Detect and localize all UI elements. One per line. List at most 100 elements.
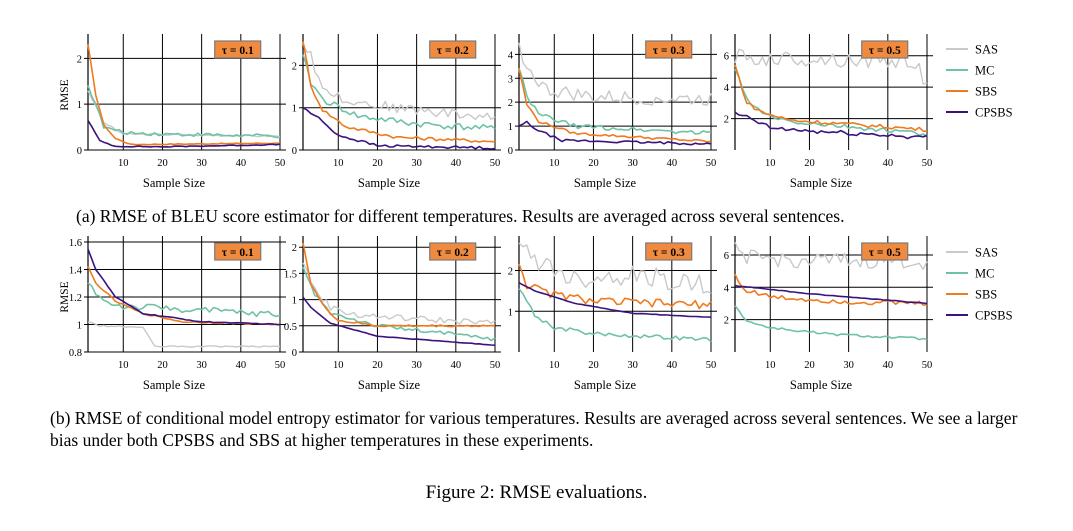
series-line-sbs: [87, 265, 281, 326]
caption-a: (a) RMSE of BLEU score estimator for dif…: [76, 205, 845, 227]
tau-tag: τ = 0.2: [429, 40, 477, 59]
series-line-mc: [734, 305, 928, 341]
series-line-mc: [518, 68, 712, 135]
caption-a-prefix: (a) RMSE of: [76, 206, 171, 226]
legend-label-sbs: SBS: [975, 288, 997, 302]
x-tick-label: 30: [843, 158, 854, 169]
x-axis-label: Sample Size: [358, 378, 421, 392]
x-tick-label: 50: [922, 360, 933, 371]
y-tick-label: 6: [724, 52, 729, 63]
series-line-sbs: [302, 242, 495, 328]
tau-tag: τ = 0.1: [214, 242, 262, 261]
y-tick-label: 1: [508, 307, 513, 318]
x-tick-label: 50: [706, 360, 717, 371]
y-tick-label: 1: [77, 100, 82, 111]
y-axis-label: RMSE: [59, 79, 71, 110]
x-tick-label: 10: [118, 158, 129, 169]
series-line-sbs: [302, 41, 496, 143]
x-axis-label: Sample Size: [358, 176, 421, 190]
x-axis-label: Sample Size: [143, 176, 206, 190]
series-line-cpsbs: [734, 111, 928, 140]
series-line-mc: [518, 288, 712, 343]
x-tick-label: 50: [275, 360, 286, 371]
tau-tag: τ = 0.3: [645, 40, 693, 59]
y-tick-label: 1.4: [69, 266, 83, 277]
x-tick-label: 20: [804, 360, 815, 371]
series-line-cpsbs: [87, 120, 281, 148]
series-line-mc: [302, 266, 496, 342]
x-tick-label: 20: [372, 360, 383, 371]
tau-tag: τ = 0.5: [861, 40, 909, 59]
tau-label: τ = 0.5: [869, 247, 901, 259]
x-tick-label: 20: [588, 158, 599, 169]
x-tick-label: 20: [157, 360, 168, 371]
caption-a-suffix: score estimator for different temperatur…: [218, 206, 845, 226]
tau-label: τ = 0.3: [653, 247, 685, 259]
x-tick-label: 40: [451, 360, 462, 371]
y-tick-label: 4: [508, 50, 514, 61]
chart-a-1: 10 20 30 40 50 0 1 2 τ = 0.1 Sample Size RMSE: [59, 34, 286, 190]
x-tick-label: 50: [922, 158, 933, 169]
x-tick-label: 30: [843, 360, 854, 371]
legend-b: SAS MC SBS CPSBS: [946, 246, 1013, 323]
x-tick-label: 20: [372, 158, 383, 169]
x-tick-label: 10: [765, 158, 776, 169]
series-line-cpsbs: [518, 282, 712, 318]
y-tick-label: 1.6: [69, 238, 82, 249]
y-tick-label: 2: [292, 243, 297, 254]
x-tick-label: 30: [627, 360, 638, 371]
series-line-mc: [302, 54, 496, 131]
x-tick-label: 40: [883, 158, 894, 169]
legend-a: SAS MC SBS CPSBS: [946, 43, 1013, 120]
x-tick-label: 50: [490, 158, 501, 169]
x-tick-label: 30: [196, 158, 207, 169]
y-tick-label: 6: [724, 251, 729, 262]
y-tick-label: 1: [292, 104, 297, 115]
y-tick-label: 2: [724, 115, 729, 126]
y-tick-label: 0.5: [284, 322, 297, 333]
y-tick-label: 1: [77, 321, 82, 332]
x-tick-label: 30: [411, 360, 422, 371]
chart-a-4: 10 20 30 40 50 2 4 6 τ = 0.5 Sample Size: [724, 34, 933, 190]
x-tick-label: 20: [804, 158, 815, 169]
x-axis-label: Sample Size: [574, 176, 637, 190]
y-tick-label: 2: [724, 316, 729, 327]
x-tick-label: 30: [627, 158, 638, 169]
x-tick-label: 50: [706, 158, 717, 169]
tau-label: τ = 0.1: [222, 45, 254, 57]
y-tick-label: 0.8: [69, 348, 82, 359]
series-line-mc: [734, 68, 928, 137]
y-axis-label: RMSE: [59, 281, 71, 312]
series-line-sbs: [87, 44, 281, 146]
x-tick-label: 40: [236, 158, 247, 169]
x-tick-label: 10: [118, 360, 129, 371]
x-tick-label: 10: [333, 360, 344, 371]
figure-caption: Figure 2: RMSE evaluations.: [425, 482, 648, 503]
x-tick-label: 40: [667, 158, 678, 169]
legend-label-sas: SAS: [975, 43, 998, 57]
legend-label-cpsbs: CPSBS: [975, 106, 1013, 120]
x-tick-label: 50: [490, 360, 501, 371]
x-tick-label: 40: [236, 360, 247, 371]
legend-label-sas: SAS: [975, 246, 998, 260]
legend-label-mc: MC: [975, 64, 994, 78]
tau-label: τ = 0.3: [653, 45, 685, 57]
x-tick-label: 10: [549, 360, 560, 371]
tau-label: τ = 0.1: [222, 247, 254, 259]
chart-b-3: 10 20 30 40 50 1 2 τ = 0.3 Sample Size: [508, 236, 717, 392]
legend-label-mc: MC: [975, 267, 994, 281]
tau-tag: τ = 0.5: [861, 242, 909, 261]
tau-label: τ = 0.2: [437, 45, 469, 57]
y-tick-label: 0: [292, 146, 297, 157]
x-tick-label: 30: [411, 158, 422, 169]
chart-b-1: 10 20 30 40 50 0.8 1 1.2 1.4 1.6 τ = 0.1 Sample Siz…: [59, 236, 286, 392]
y-tick-label: 1.2: [69, 293, 82, 304]
y-tick-label: 1: [292, 296, 297, 307]
y-tick-label: 1: [508, 122, 513, 133]
series-line-sbs: [518, 68, 712, 143]
x-tick-label: 50: [275, 158, 286, 169]
tau-label: τ = 0.2: [437, 247, 469, 259]
caption-b: (b) RMSE of conditional model entropy es…: [50, 408, 1018, 450]
series-line-sas: [302, 262, 496, 325]
